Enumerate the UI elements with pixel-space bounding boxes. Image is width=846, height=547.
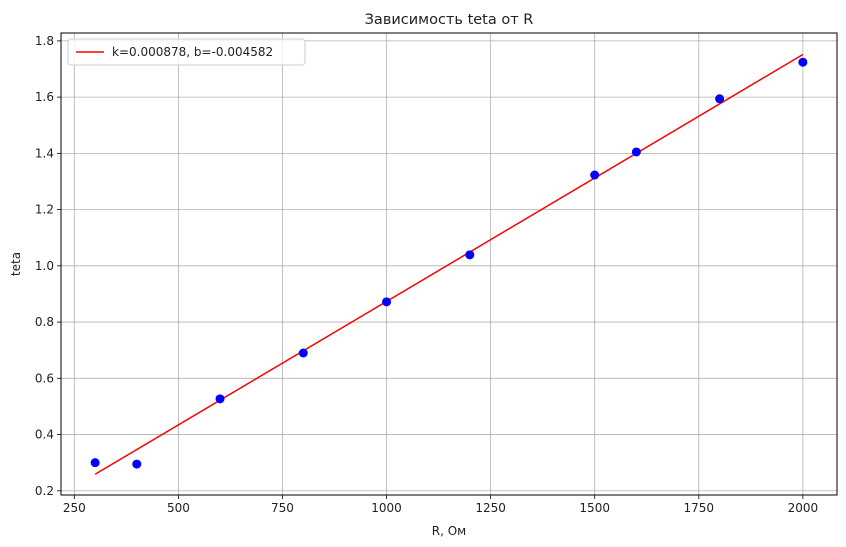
y-tick-label: 1.6 <box>35 90 54 104</box>
data-point <box>631 147 641 157</box>
x-tick-label: 250 <box>63 501 86 515</box>
x-axis-ticks: 250 500 750 1000 1250 1500 1750 2000 <box>63 495 818 515</box>
fit-line-layer <box>94 53 804 475</box>
y-tick-label: 1.4 <box>35 146 54 160</box>
y-axis-ticks: 0.2 0.4 0.6 0.8 1.0 1.2 1.4 1.6 1.8 <box>35 34 61 498</box>
x-tick-label: 1750 <box>684 501 715 515</box>
y-tick-label: 0.6 <box>35 371 54 385</box>
data-point <box>798 57 808 67</box>
data-point <box>215 394 225 404</box>
x-tick-label: 1000 <box>371 501 402 515</box>
x-axis-title: R, Ом <box>432 524 466 538</box>
fit-line <box>94 53 804 475</box>
y-tick-label: 0.8 <box>35 315 54 329</box>
y-tick-label: 0.2 <box>35 484 54 498</box>
data-point <box>90 458 100 468</box>
x-tick-label: 1250 <box>475 501 506 515</box>
grid <box>61 33 837 495</box>
x-tick-label: 1500 <box>579 501 610 515</box>
x-tick-label: 500 <box>167 501 190 515</box>
x-tick-label: 2000 <box>788 501 819 515</box>
data-point <box>132 459 142 469</box>
x-tick-label: 750 <box>271 501 294 515</box>
legend: k=0.000878, b=-0.004582 <box>67 38 306 66</box>
data-point <box>715 94 725 104</box>
plot-frame <box>60 32 838 496</box>
legend-box <box>67 38 306 66</box>
data-point <box>465 250 475 260</box>
data-point <box>590 170 600 180</box>
data-point <box>382 297 392 307</box>
legend-label-fit-line: k=0.000878, b=-0.004582 <box>112 45 273 59</box>
points-layer <box>90 57 808 469</box>
y-tick-label: 1.8 <box>35 34 54 48</box>
y-tick-label: 1.0 <box>35 259 54 273</box>
y-tick-label: 1.2 <box>35 203 54 217</box>
y-axis-title: teta <box>9 252 23 276</box>
data-point <box>298 348 308 358</box>
y-tick-label: 0.4 <box>35 428 54 442</box>
chart-title: Зависимость teta от R <box>365 12 534 28</box>
